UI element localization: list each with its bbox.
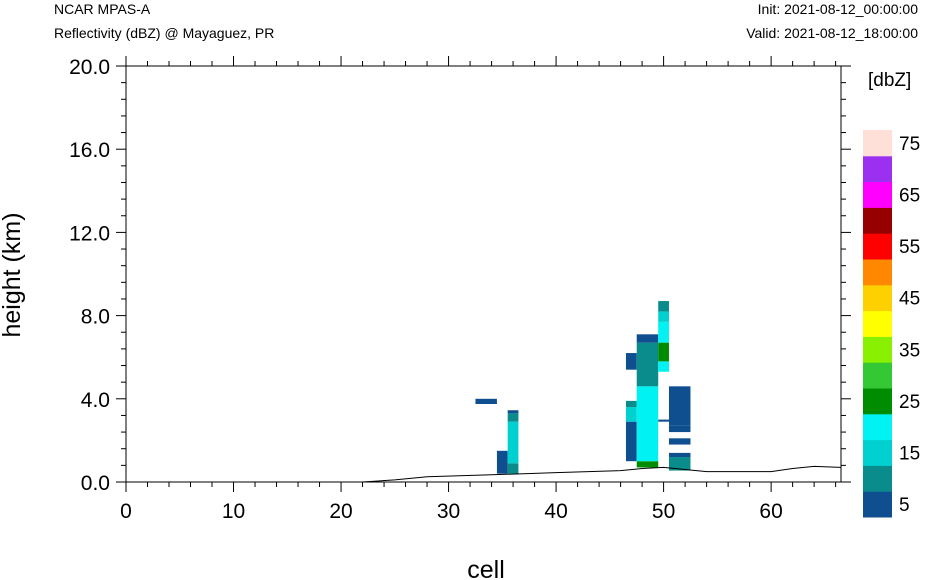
colorbar-swatch-45 xyxy=(863,284,892,312)
x-tick-label: 20 xyxy=(329,500,352,523)
colorbar-label: 65 xyxy=(899,186,920,207)
header-subtitle: Reflectivity (dBZ) @ Mayaguez, PR xyxy=(54,25,274,41)
reflectivity-cell-24 xyxy=(668,386,691,426)
y-tick-label: 16.0 xyxy=(69,139,110,162)
colorbar-swatch-40 xyxy=(863,310,892,337)
colorbar-label: 55 xyxy=(899,237,920,258)
reflectivity-cell-0 xyxy=(475,398,497,404)
reflectivity-cell-13 xyxy=(636,334,659,343)
colorbar-label: 75 xyxy=(899,134,920,155)
colorbar-swatch-50 xyxy=(863,259,892,286)
colorbar-swatch-15 xyxy=(863,439,892,466)
reflectivity-cell-5 xyxy=(507,410,519,414)
reflectivity-cell-21 xyxy=(668,452,691,458)
colorbar-swatch-65 xyxy=(863,181,892,208)
colorbar-swatch-75 xyxy=(863,130,892,157)
x-tick-label: 10 xyxy=(222,500,245,523)
reflectivity-cell-6 xyxy=(625,421,637,462)
colorbar-swatch-30 xyxy=(863,362,892,389)
reflectivity-cell-10 xyxy=(636,461,659,468)
colorbar-label: 25 xyxy=(899,392,920,413)
colorbar-swatch-60 xyxy=(863,207,892,234)
colorbar-swatch-35 xyxy=(863,336,892,363)
reflectivity-cell-19 xyxy=(658,301,669,312)
reflectivity-cell-2 xyxy=(507,463,519,474)
y-tick-label: 20.0 xyxy=(69,56,110,79)
reflectivity-cell-8 xyxy=(625,400,637,408)
reflectivity-cell-15 xyxy=(658,361,669,372)
colorbar-swatch-10 xyxy=(863,465,892,492)
terrain-polyline xyxy=(126,465,842,483)
x-tick-label: 50 xyxy=(652,500,675,523)
reflectivity-cell-11 xyxy=(636,386,659,462)
reflectivity-cell-4 xyxy=(507,413,519,422)
y-tick-label: 8.0 xyxy=(81,306,110,329)
x-tick-label: 30 xyxy=(437,500,460,523)
colorbar-label: 35 xyxy=(899,340,920,361)
x-tick-label: 0 xyxy=(120,500,132,523)
reflectivity-cell-20 xyxy=(668,457,691,471)
reflectivity-cell-9 xyxy=(625,353,637,370)
reflectivity-cells xyxy=(475,301,691,474)
colorbar xyxy=(863,130,892,518)
reflectivity-cell-12 xyxy=(636,342,659,387)
plot-frame xyxy=(125,65,842,483)
header-valid-time: Valid: 2021-08-12_18:00:00 xyxy=(746,25,918,41)
colorbar-unit-label: [dbZ] xyxy=(868,70,911,91)
colorbar-label: 45 xyxy=(899,289,920,310)
colorbar-labels: 5 15 25 35 45 55 65 75 xyxy=(899,134,920,516)
x-tick-labels: 0 10 20 30 40 50 60 xyxy=(120,500,783,523)
y-tick-label: 4.0 xyxy=(81,389,110,412)
x-axis-label: cell xyxy=(467,556,505,580)
header-init-time: Init: 2021-08-12_00:00:00 xyxy=(758,1,919,17)
colorbar-label: 5 xyxy=(899,495,910,516)
terrain-line xyxy=(126,465,842,483)
reflectivity-cell-1 xyxy=(496,450,508,474)
colorbar-label: 15 xyxy=(899,444,920,465)
x-tick-label: 40 xyxy=(544,500,567,523)
colorbar-swatch-5 xyxy=(863,491,892,518)
y-tick-label: 0.0 xyxy=(81,472,110,495)
y-tick-label: 12.0 xyxy=(69,222,110,245)
header-title: NCAR MPAS-A xyxy=(54,1,151,17)
reflectivity-cell-7 xyxy=(625,407,637,422)
x-tick-label: 60 xyxy=(759,500,782,523)
reflectivity-cell-14 xyxy=(658,419,669,422)
reflectivity-cell-16 xyxy=(658,342,669,362)
y-tick-labels: 0.0 4.0 8.0 12.0 16.0 20.0 xyxy=(69,56,110,495)
colorbar-swatch-25 xyxy=(863,388,892,415)
reflectivity-cell-18 xyxy=(658,311,669,322)
y-axis-label: height (km) xyxy=(0,212,26,337)
reflectivity-cell-23 xyxy=(668,425,691,433)
colorbar-swatch-20 xyxy=(863,413,892,441)
colorbar-swatch-55 xyxy=(863,233,892,260)
colorbar-swatch-70 xyxy=(863,155,892,183)
reflectivity-cell-22 xyxy=(668,438,691,445)
reflectivity-cell-3 xyxy=(507,421,519,464)
reflectivity-cell-17 xyxy=(658,321,669,343)
axis-ticks xyxy=(116,56,851,492)
